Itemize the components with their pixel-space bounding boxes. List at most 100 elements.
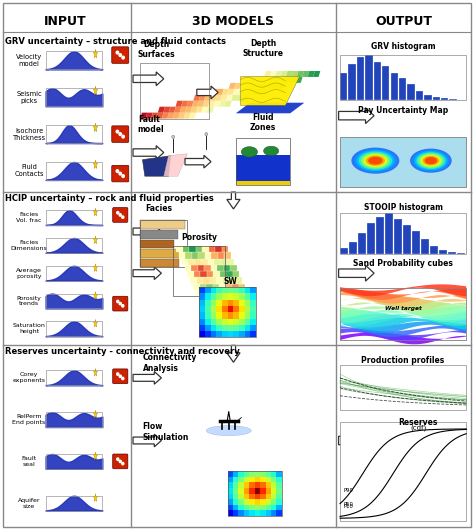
Polygon shape: [268, 77, 275, 83]
Bar: [46, 454, 102, 469]
Text: Saturation
height: Saturation height: [13, 323, 46, 334]
Bar: [374, 62, 381, 100]
Text: GRV histogram: GRV histogram: [371, 42, 436, 51]
Bar: [239, 331, 245, 338]
Bar: [265, 488, 271, 493]
FancyBboxPatch shape: [112, 165, 129, 182]
Polygon shape: [246, 77, 254, 83]
Bar: [250, 312, 256, 319]
Polygon shape: [174, 107, 182, 113]
Polygon shape: [175, 101, 183, 107]
Bar: [184, 265, 191, 271]
Text: P50: P50: [344, 502, 354, 507]
Polygon shape: [93, 410, 98, 418]
Bar: [265, 471, 271, 477]
Text: Connectivity
Analysis: Connectivity Analysis: [143, 353, 197, 373]
Bar: [439, 250, 447, 254]
Text: Fluid
Zones: Fluid Zones: [250, 113, 276, 132]
Bar: [198, 265, 204, 271]
Bar: [222, 287, 228, 294]
Polygon shape: [183, 113, 191, 119]
Polygon shape: [93, 320, 98, 327]
Bar: [195, 259, 201, 265]
Bar: [199, 312, 205, 319]
Ellipse shape: [264, 146, 279, 156]
Bar: [218, 252, 224, 259]
Bar: [189, 246, 196, 252]
FancyArrow shape: [338, 108, 374, 123]
Polygon shape: [219, 101, 226, 107]
Polygon shape: [264, 71, 272, 77]
Polygon shape: [164, 154, 187, 176]
Polygon shape: [93, 264, 98, 271]
Text: Facies
Dimensions: Facies Dimensions: [11, 240, 47, 251]
Bar: [233, 331, 239, 338]
Bar: [216, 325, 222, 331]
Bar: [238, 493, 244, 499]
Bar: [441, 98, 448, 100]
Bar: [276, 505, 282, 510]
Bar: [238, 505, 244, 510]
Bar: [202, 290, 209, 296]
Bar: [227, 259, 234, 265]
Polygon shape: [250, 83, 258, 89]
Bar: [222, 294, 228, 300]
Bar: [260, 493, 265, 499]
Circle shape: [117, 458, 119, 461]
Polygon shape: [180, 107, 187, 113]
Bar: [228, 290, 235, 296]
Bar: [245, 312, 250, 319]
Bar: [271, 505, 276, 510]
Ellipse shape: [419, 153, 443, 168]
Bar: [236, 181, 290, 185]
Text: Depth
Surfaces: Depth Surfaces: [137, 40, 175, 59]
Polygon shape: [93, 49, 98, 58]
Bar: [191, 265, 198, 271]
Bar: [233, 471, 238, 477]
FancyBboxPatch shape: [113, 454, 128, 469]
Bar: [140, 259, 179, 267]
Bar: [403, 225, 411, 254]
Polygon shape: [93, 123, 98, 131]
Bar: [239, 325, 245, 331]
Bar: [239, 306, 245, 312]
Ellipse shape: [206, 426, 251, 436]
Text: OUTPUT: OUTPUT: [375, 15, 432, 28]
Bar: [340, 137, 466, 187]
Bar: [250, 325, 256, 331]
FancyArrow shape: [133, 72, 164, 86]
FancyArrow shape: [227, 346, 240, 363]
Bar: [276, 510, 282, 516]
Polygon shape: [257, 77, 264, 83]
Circle shape: [119, 303, 121, 305]
Text: GRV uncertainty – structure and fluid contacts: GRV uncertainty – structure and fluid co…: [5, 37, 227, 46]
Bar: [457, 253, 465, 254]
Bar: [205, 306, 210, 312]
Bar: [206, 284, 212, 290]
Polygon shape: [255, 89, 262, 95]
Bar: [140, 220, 185, 229]
Bar: [205, 300, 210, 306]
Bar: [367, 223, 375, 254]
Bar: [216, 277, 223, 284]
Ellipse shape: [425, 157, 437, 164]
Text: Production profiles: Production profiles: [362, 356, 445, 365]
Bar: [236, 277, 242, 284]
Text: Average
porosity: Average porosity: [16, 268, 42, 279]
Bar: [245, 331, 250, 338]
Circle shape: [119, 54, 121, 56]
Bar: [228, 306, 233, 312]
Bar: [210, 287, 216, 294]
Bar: [236, 155, 290, 181]
Polygon shape: [226, 95, 233, 101]
Bar: [140, 249, 182, 258]
Polygon shape: [242, 95, 249, 101]
Bar: [255, 505, 260, 510]
Bar: [255, 510, 260, 516]
Ellipse shape: [368, 157, 383, 165]
Bar: [228, 325, 233, 331]
Bar: [233, 505, 238, 510]
Polygon shape: [272, 83, 279, 89]
Bar: [205, 287, 210, 294]
FancyBboxPatch shape: [112, 126, 129, 143]
